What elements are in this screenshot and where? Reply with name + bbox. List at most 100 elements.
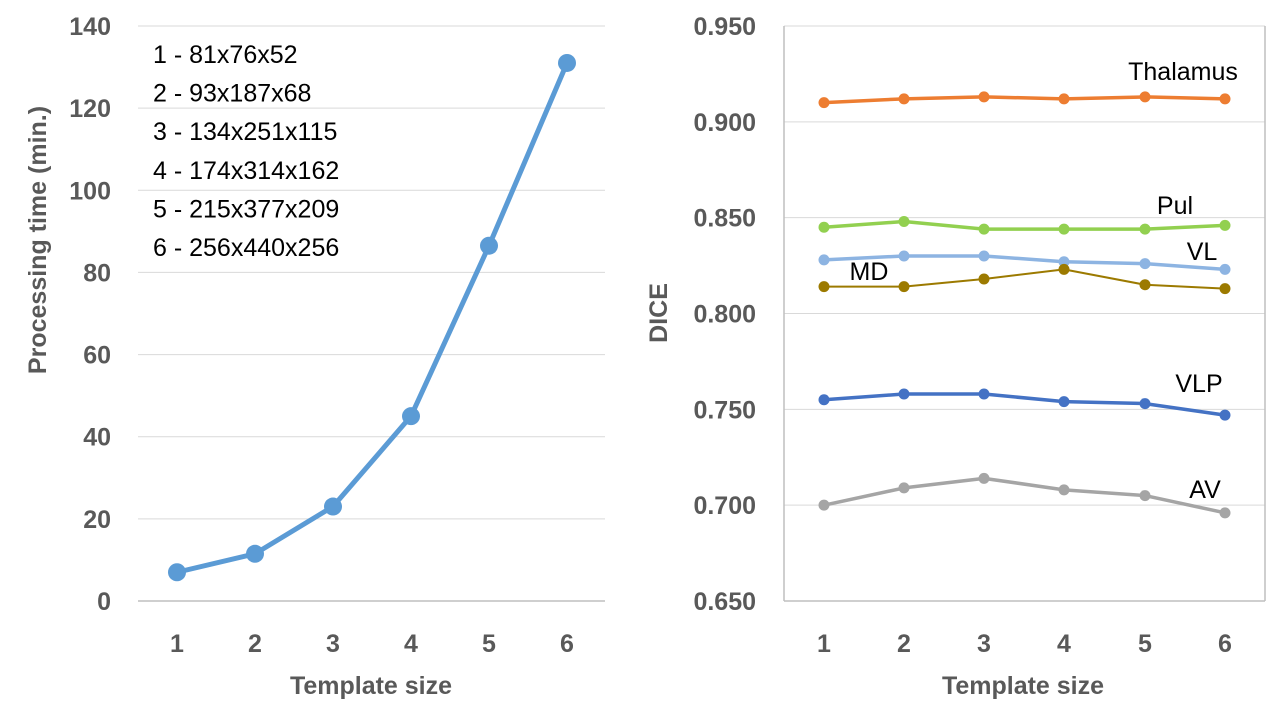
left-series	[168, 53, 576, 582]
vl-point	[978, 250, 990, 262]
vlp-point	[818, 394, 830, 406]
left-y-tick-label: 40	[83, 424, 111, 452]
md-point	[1139, 279, 1151, 291]
vl-point	[1139, 258, 1151, 270]
vlp-point	[1058, 396, 1070, 408]
av-label: AV	[1189, 476, 1221, 504]
template-size-entry: 4 - 174x314x162	[153, 157, 339, 185]
right-x-ticks: 1 2 3 4 5 6	[817, 630, 1232, 658]
processing-time-point	[246, 544, 264, 563]
processing-time-point	[480, 236, 498, 255]
dice-chart: 0.650 0.700 0.750 0.800 0.850 0.900 0.950 1 2 3 4…	[645, 13, 1266, 700]
left-gridlines	[138, 25, 605, 520]
right-series-labels: Thalamus Pul VL MD VLP AV	[850, 58, 1238, 504]
right-x-tick-label: 4	[1057, 630, 1071, 658]
left-x-ticks: 1 2 3 4 5 6	[170, 630, 574, 658]
av-point	[978, 472, 990, 484]
vl-label: VL	[1187, 238, 1218, 266]
right-y-ticks: 0.650 0.700 0.750 0.800 0.850 0.900 0.950	[693, 13, 756, 616]
md-line	[824, 268, 1226, 290]
av-point	[1219, 507, 1231, 519]
left-y-tick-label: 80	[83, 259, 111, 287]
right-y-tick-label: 0.950	[693, 13, 756, 41]
left-x-tick-label: 4	[404, 630, 418, 658]
md-point	[818, 281, 830, 293]
left-y-tick-label: 0	[97, 588, 111, 616]
vlp-point	[1219, 409, 1231, 421]
pul-line	[823, 219, 1226, 231]
vlp-point	[898, 388, 910, 400]
vlp-line	[823, 392, 1226, 417]
right-x-tick-label: 5	[1138, 630, 1152, 658]
md-label: MD	[850, 258, 889, 286]
right-y-axis-title: DICE	[645, 283, 673, 343]
md-point	[898, 281, 910, 293]
processing-time-point	[168, 563, 186, 582]
pul-point	[978, 223, 990, 235]
right-x-tick-label: 6	[1218, 630, 1232, 658]
pul-point	[1219, 219, 1231, 231]
av-point	[1058, 484, 1070, 496]
processing-time-point	[558, 53, 576, 72]
av-line	[823, 476, 1226, 515]
thalamus-label: Thalamus	[1128, 58, 1238, 86]
thalamus-point	[1139, 91, 1151, 103]
processing-time-point	[402, 407, 420, 426]
thalamus-line	[823, 95, 1226, 105]
left-y-axis-title: Processing time (min.)	[24, 106, 52, 374]
left-x-tick-label: 3	[326, 630, 340, 658]
right-gridlines	[784, 25, 1265, 506]
template-size-entry: 2 - 93x187x68	[153, 80, 311, 108]
thalamus-point	[1058, 93, 1070, 105]
left-y-ticks: 0 20 40 60 80 100 120 140	[69, 13, 111, 616]
template-size-entry: 3 - 134x251x115	[153, 118, 337, 146]
vlp-point	[978, 388, 990, 400]
thalamus-point	[978, 91, 990, 103]
vlp-label: VLP	[1175, 370, 1222, 398]
md-point	[978, 273, 990, 285]
vl-point	[1058, 256, 1070, 268]
left-x-tick-label: 2	[248, 630, 262, 658]
right-series	[818, 91, 1231, 519]
pul-point	[898, 216, 910, 227]
md-point	[1058, 263, 1070, 275]
right-x-tick-label: 2	[897, 630, 911, 658]
left-x-tick-label: 1	[170, 630, 184, 658]
thalamus-point	[818, 97, 830, 109]
template-size-entry: 6 - 256x440x256	[153, 234, 339, 262]
right-x-tick-label: 1	[817, 630, 831, 658]
vl-line	[823, 254, 1226, 272]
processing-time-line	[176, 61, 570, 575]
pul-point	[1058, 223, 1070, 235]
thalamus-point	[1219, 93, 1231, 105]
right-y-tick-label: 0.900	[693, 109, 756, 137]
av-point	[1139, 490, 1151, 502]
left-x-axis-title: Template size	[290, 672, 452, 700]
right-x-axis-title: Template size	[942, 672, 1104, 700]
left-y-tick-label: 100	[69, 177, 111, 205]
vl-point	[1219, 263, 1231, 275]
vlp-point	[1139, 398, 1151, 410]
right-y-tick-label: 0.750	[693, 396, 756, 424]
thalamus-point	[898, 93, 910, 105]
av-point	[818, 499, 830, 511]
left-y-tick-label: 60	[83, 342, 111, 370]
right-y-tick-label: 0.800	[693, 301, 756, 329]
pul-point	[818, 221, 830, 233]
left-x-tick-label: 6	[560, 630, 574, 658]
template-size-entry: 5 - 215x377x209	[153, 195, 339, 223]
md-point	[1219, 283, 1231, 295]
vl-point	[898, 250, 910, 262]
left-y-tick-label: 140	[69, 13, 111, 41]
pul-label: Pul	[1157, 192, 1193, 220]
right-y-tick-label: 0.700	[693, 492, 756, 520]
av-point	[898, 482, 910, 494]
template-size-entry: 1 - 81x76x52	[153, 41, 298, 69]
processing-time-point	[324, 497, 342, 516]
left-y-tick-label: 120	[69, 95, 111, 123]
right-y-tick-label: 0.650	[693, 588, 756, 616]
vl-point	[818, 254, 830, 266]
pul-point	[1139, 223, 1151, 235]
